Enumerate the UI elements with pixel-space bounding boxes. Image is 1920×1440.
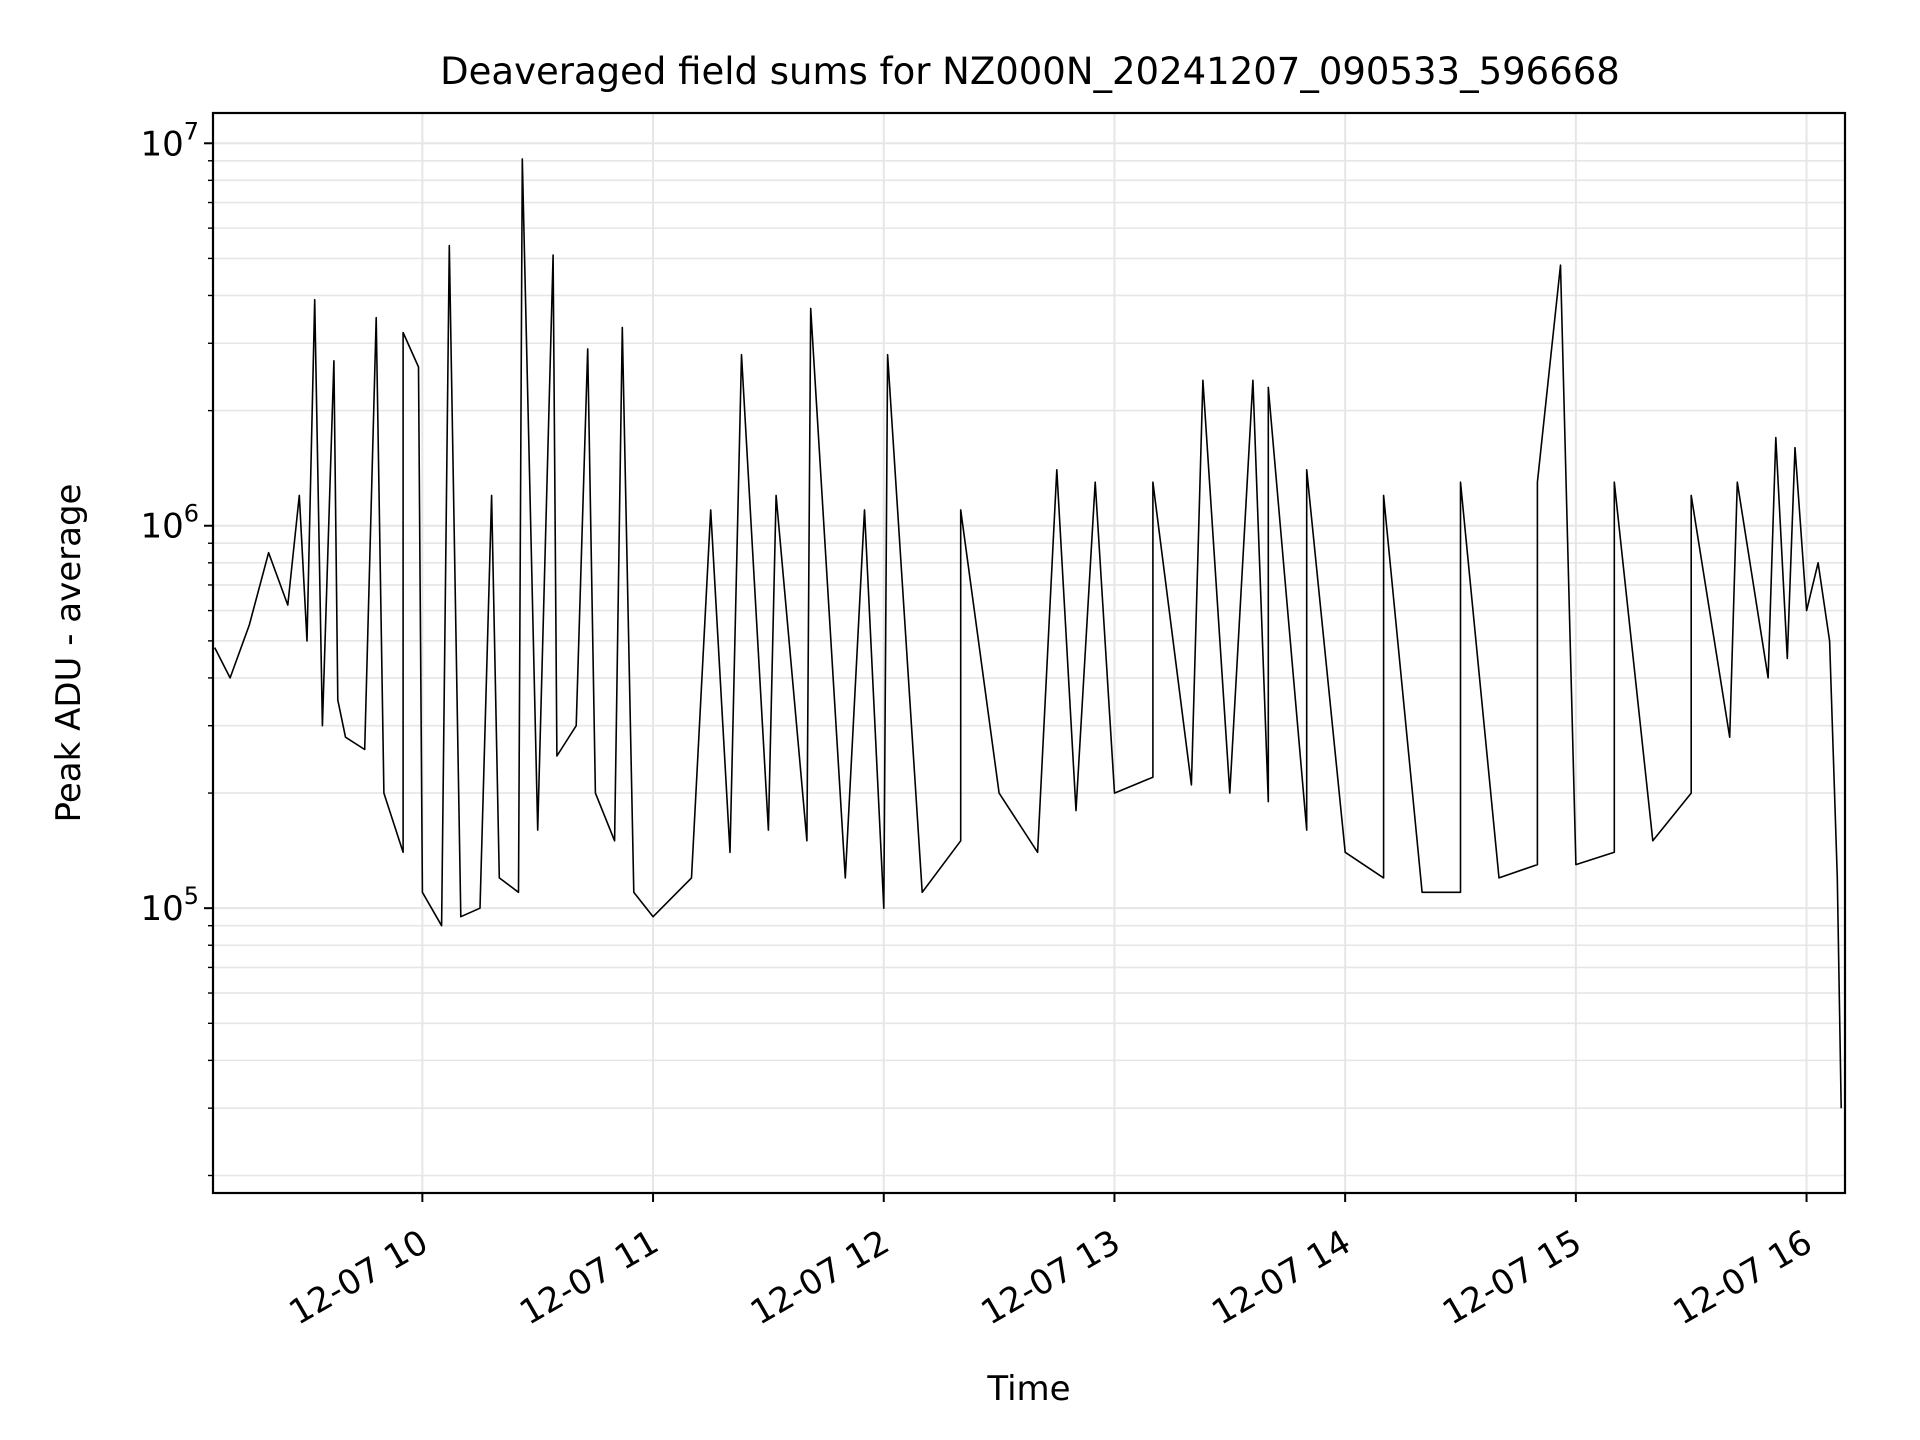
chart-title: Deaveraged field sums for NZ000N_2024120…: [440, 50, 1620, 93]
series-line: [213, 158, 1842, 1109]
y-axis: 105 106 107: [140, 117, 213, 1177]
y-tick-label: 106: [140, 500, 199, 547]
y-tick-label: 105: [140, 882, 199, 929]
plot-frame: [211, 111, 1847, 1195]
series-path: [213, 158, 1842, 1109]
y-axis-label: Peak ADU - average: [49, 484, 89, 823]
x-axis-label: Time: [986, 1369, 1070, 1409]
y-tick-label: 107: [140, 117, 199, 164]
